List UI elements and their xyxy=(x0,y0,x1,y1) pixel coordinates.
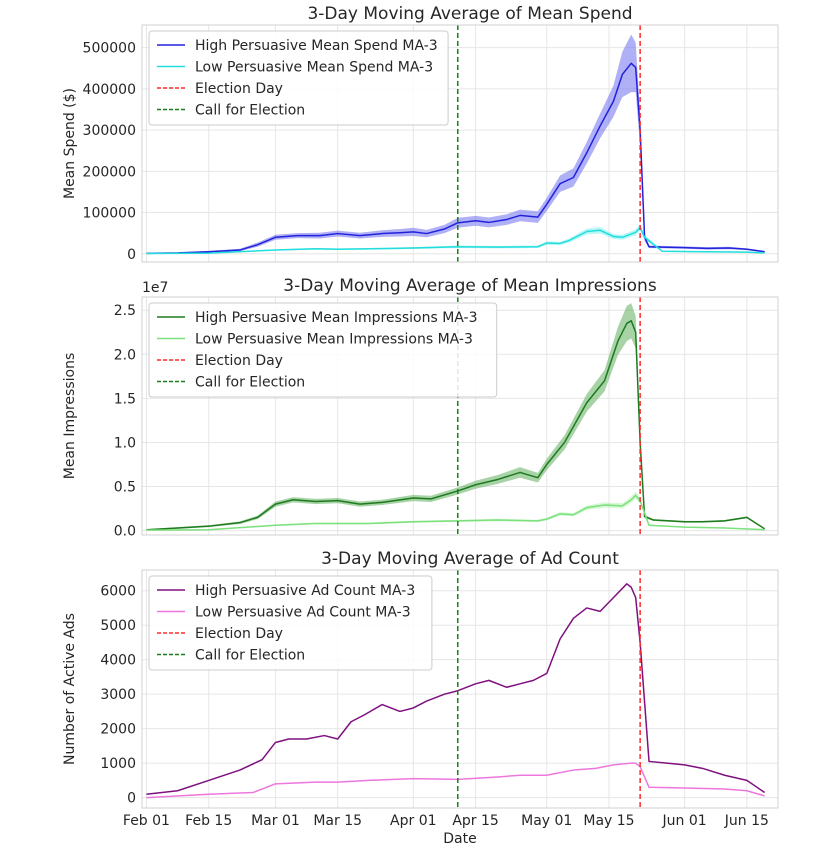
legend-label: Low Persuasive Mean Spend MA-3 xyxy=(195,60,433,76)
series-line-2 xyxy=(146,762,765,799)
legend-label: High Persuasive Mean Impressions MA-3 xyxy=(195,310,478,326)
y-tick-label: 4000 xyxy=(100,653,136,669)
legend-label: Election Day xyxy=(195,353,283,369)
legend: High Persuasive Mean Impressions MA-3 Low… xyxy=(148,302,498,398)
y-tick-label: 0 xyxy=(127,247,136,263)
plot-frame xyxy=(141,24,779,263)
x-tick-label: May 01 xyxy=(521,813,572,829)
y-tick-label: 5000 xyxy=(100,618,136,634)
plot-frame xyxy=(141,296,779,536)
x-axis-label: Date xyxy=(443,831,476,847)
legend-label: Election Day xyxy=(195,626,283,642)
y-tick-label: 0.0 xyxy=(114,524,136,540)
legend-label: Election Day xyxy=(195,81,283,97)
legend-label: Low Persuasive Ad Count MA-3 xyxy=(195,605,411,621)
x-tick-label: Jun 01 xyxy=(662,813,707,829)
y-tick-label: 200000 xyxy=(83,164,136,180)
series-line-2 xyxy=(146,494,765,531)
y-tick-label: 3000 xyxy=(100,687,136,703)
y-tick-label: 1000 xyxy=(100,756,136,772)
x-tick-label: Apr 15 xyxy=(452,813,498,829)
grid-lines xyxy=(142,570,778,808)
x-tick-label: Mar 15 xyxy=(313,813,362,829)
y-tick-label: 1.5 xyxy=(114,391,136,407)
y-axis-label: Mean Impressions xyxy=(62,353,78,480)
y-tick-label: 2.0 xyxy=(114,347,136,363)
x-tick-label: Feb 15 xyxy=(185,813,232,829)
plot-frame xyxy=(141,569,779,809)
series-line-2 xyxy=(146,226,765,255)
legend-label: Call for Election xyxy=(195,103,305,119)
series-line-1 xyxy=(146,320,766,531)
y-tick-label: 500000 xyxy=(83,41,136,57)
y-tick-label: 400000 xyxy=(83,82,136,98)
legend-label: Call for Election xyxy=(195,648,305,664)
legend-label: Low Persuasive Mean Impressions MA-3 xyxy=(195,332,473,348)
confidence-band-2 xyxy=(146,224,765,254)
y-tick-label: 0 xyxy=(127,791,136,807)
y-tick-label: 0.5 xyxy=(114,480,136,496)
y-tick-label: 6000 xyxy=(100,584,136,600)
series-line-1 xyxy=(146,583,766,795)
y-scale-label: 1e7 xyxy=(142,280,168,296)
y-axis-label: Mean Spend ($) xyxy=(62,88,78,199)
y-tick-label: 100000 xyxy=(83,206,136,222)
legend: High Persuasive Ad Count MA-3 Low Persuas… xyxy=(148,575,433,671)
y-axis-label: Number of Active Ads xyxy=(62,613,78,765)
confidence-band-1 xyxy=(146,303,765,531)
legend-label: High Persuasive Mean Spend MA-3 xyxy=(195,38,438,54)
legend-label: High Persuasive Ad Count MA-3 xyxy=(195,583,415,599)
legend-label: Call for Election xyxy=(195,375,305,391)
series-line-1 xyxy=(146,62,765,255)
chart-title: 3-Day Moving Average of Mean Spend xyxy=(307,4,632,24)
x-tick-label: Mar 01 xyxy=(251,813,300,829)
y-tick-label: 2.5 xyxy=(114,303,136,319)
legend-box xyxy=(148,575,433,671)
x-tick-label: May 15 xyxy=(583,813,634,829)
x-tick-label: Feb 01 xyxy=(123,813,170,829)
chart-title: 3-Day Moving Average of Ad Count xyxy=(321,549,619,569)
y-tick-label: 1.0 xyxy=(114,435,136,451)
legend: High Persuasive Mean Spend MA-3 Low Persu… xyxy=(148,30,449,126)
y-tick-label: 300000 xyxy=(83,123,136,139)
y-tick-label: 2000 xyxy=(100,722,136,738)
chart-panel-3: 0 1000 2000 3000 4000 5000 6000 3-Day Moving Av… xyxy=(62,549,779,809)
x-tick-label: Jun 15 xyxy=(724,813,769,829)
chart-panel-2: 0.0 0.5 1.0 1.5 2.0 2.5 1e7 3-Day Moving Averag… xyxy=(62,276,779,540)
legend-box xyxy=(148,30,449,126)
chart-panel-1: 0 100000 200000 300000 400000 500000 3-Day Mov… xyxy=(62,4,779,263)
x-tick-label: Apr 01 xyxy=(390,813,436,829)
legend-box xyxy=(148,302,498,398)
chart-title: 3-Day Moving Average of Mean Impressions xyxy=(283,276,657,296)
